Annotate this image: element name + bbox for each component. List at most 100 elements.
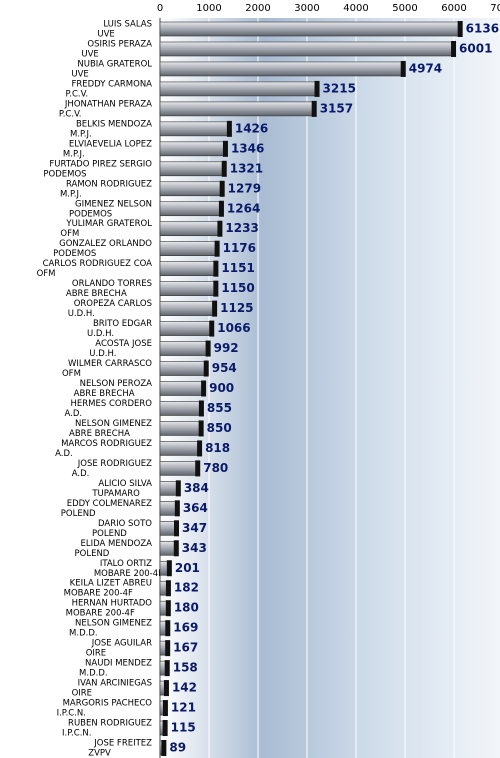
category-sublabel: POLEND: [61, 509, 96, 519]
value-label: 3157: [320, 101, 353, 115]
value-label: 1233: [225, 221, 258, 235]
bar-end: [203, 360, 209, 377]
category-label: JOSE AGUILAR: [91, 639, 152, 649]
bar: [159, 401, 203, 416]
category-label: YULIMAR GRATEROL: [65, 219, 152, 229]
bar-end: [198, 420, 204, 437]
value-label: 1426: [235, 121, 268, 135]
category-label: MARCOS RODRIGUEZ: [61, 439, 152, 449]
value-label: 1176: [223, 241, 256, 255]
value-label: 167: [173, 641, 198, 655]
value-label: 3215: [323, 81, 356, 95]
bar-end: [214, 240, 220, 257]
value-label: 343: [182, 541, 207, 555]
bar-end: [219, 180, 225, 197]
category-label: WILMER CARRASCO: [68, 359, 152, 369]
category-label: JHONATHAN PERAZA: [64, 99, 152, 109]
bar-end: [205, 340, 211, 357]
category-sublabel: M.D.D.: [79, 669, 108, 679]
x-tick-label: 7000: [490, 3, 500, 14]
category-sublabel: POLEND: [75, 549, 110, 559]
bar-end: [314, 80, 320, 97]
bar-end: [173, 540, 179, 557]
category-label: RUBEN RODRIGUEZ: [68, 719, 152, 729]
bar-end: [213, 280, 219, 297]
value-label: 89: [169, 741, 186, 755]
category-sublabel: P.C.V.: [59, 109, 82, 119]
bar-end: [201, 380, 207, 397]
category-label: ORLANDO TORRES: [72, 279, 152, 289]
category-label: RAMON RODRIGUEZ: [66, 179, 152, 189]
value-label: 115: [171, 721, 196, 735]
category-sublabel: TUPAMARO: [91, 489, 140, 499]
x-tick-label: 2000: [245, 3, 270, 14]
category-label: HERNAN HURTADO: [72, 599, 153, 609]
category-sublabel: OFM: [62, 369, 81, 379]
category-label: ITALO ORTIZ: [100, 559, 152, 569]
bar-end: [195, 460, 201, 477]
bar: [159, 61, 405, 77]
value-label: 780: [203, 461, 228, 475]
plot-background: [160, 18, 500, 758]
bar-end: [209, 320, 215, 337]
category-label: HERMES CORDERO: [70, 399, 152, 409]
bar: [159, 381, 205, 396]
value-label: 180: [174, 601, 199, 615]
category-sublabel: A.D.: [72, 469, 90, 479]
category-label: DARIO SOTO: [98, 519, 152, 529]
category-sublabel: M.P.J.: [60, 189, 82, 199]
category-label: OROPEZA CARLOS: [74, 299, 152, 309]
bar: [159, 341, 209, 356]
category-label: ACOSTA JOSE: [95, 339, 152, 349]
category-sublabel: I.P.C.N.: [57, 709, 86, 719]
category-sublabel: MOBARE 200-4F: [94, 569, 163, 579]
bar-end: [213, 260, 219, 277]
x-tick-label: 0: [157, 3, 163, 14]
bar-end: [221, 160, 227, 177]
category-label: CARLOS RODRIGUEZ COA: [43, 259, 153, 269]
category-label: BRITO EDGAR: [93, 319, 152, 329]
bar-end: [166, 560, 172, 577]
category-sublabel: UVE: [97, 30, 114, 40]
bar: [159, 281, 217, 296]
value-label: 1264: [227, 201, 260, 215]
bar-end: [174, 500, 180, 517]
category-sublabel: UVE: [81, 49, 98, 59]
bar-end: [226, 120, 232, 137]
category-label: OSIRIS PERAZA: [87, 39, 152, 49]
category-label: ELIDA MENDOZA: [81, 539, 153, 549]
bar: [159, 461, 199, 476]
category-label: NUBIA GRATEROL: [77, 59, 152, 69]
bar: [159, 301, 216, 316]
category-label: EDDY COLMENAREZ: [67, 499, 152, 509]
category-sublabel: A.D.: [55, 449, 73, 459]
category-sublabel: PODEMOS: [43, 169, 86, 179]
bar-end: [212, 300, 218, 317]
bar-end: [457, 21, 463, 37]
bar: [159, 161, 226, 177]
x-tick-label: 3000: [294, 3, 319, 14]
x-tick-label: 6000: [441, 3, 466, 14]
category-sublabel: U.D.H.: [89, 349, 116, 359]
value-label: 142: [172, 681, 197, 695]
bar: [159, 81, 318, 97]
x-tick-label: 5000: [392, 3, 417, 14]
category-label: LUIS SALAS: [103, 20, 152, 30]
category-sublabel: ZVPV: [88, 749, 111, 758]
category-sublabel: M.D.D.: [69, 629, 98, 639]
bar-end: [162, 720, 168, 737]
value-label: 384: [184, 481, 209, 495]
value-label: 850: [207, 421, 232, 435]
bar-end: [165, 640, 171, 657]
category-label: ALICIO SILVA: [98, 479, 152, 489]
category-label: ELVIAEVELIA LOPEZ: [69, 139, 152, 149]
bar: [159, 201, 223, 217]
bar-end: [400, 60, 406, 77]
category-sublabel: U.D.H.: [87, 329, 114, 339]
category-label: GONZALEZ ORLANDO: [59, 239, 152, 249]
category-label: GIMENEZ NELSON: [75, 199, 152, 209]
bar: [159, 141, 227, 157]
category-label: FREDDY CARMONA: [71, 79, 152, 89]
value-label: 6136: [466, 22, 499, 36]
value-label: 855: [207, 401, 232, 415]
